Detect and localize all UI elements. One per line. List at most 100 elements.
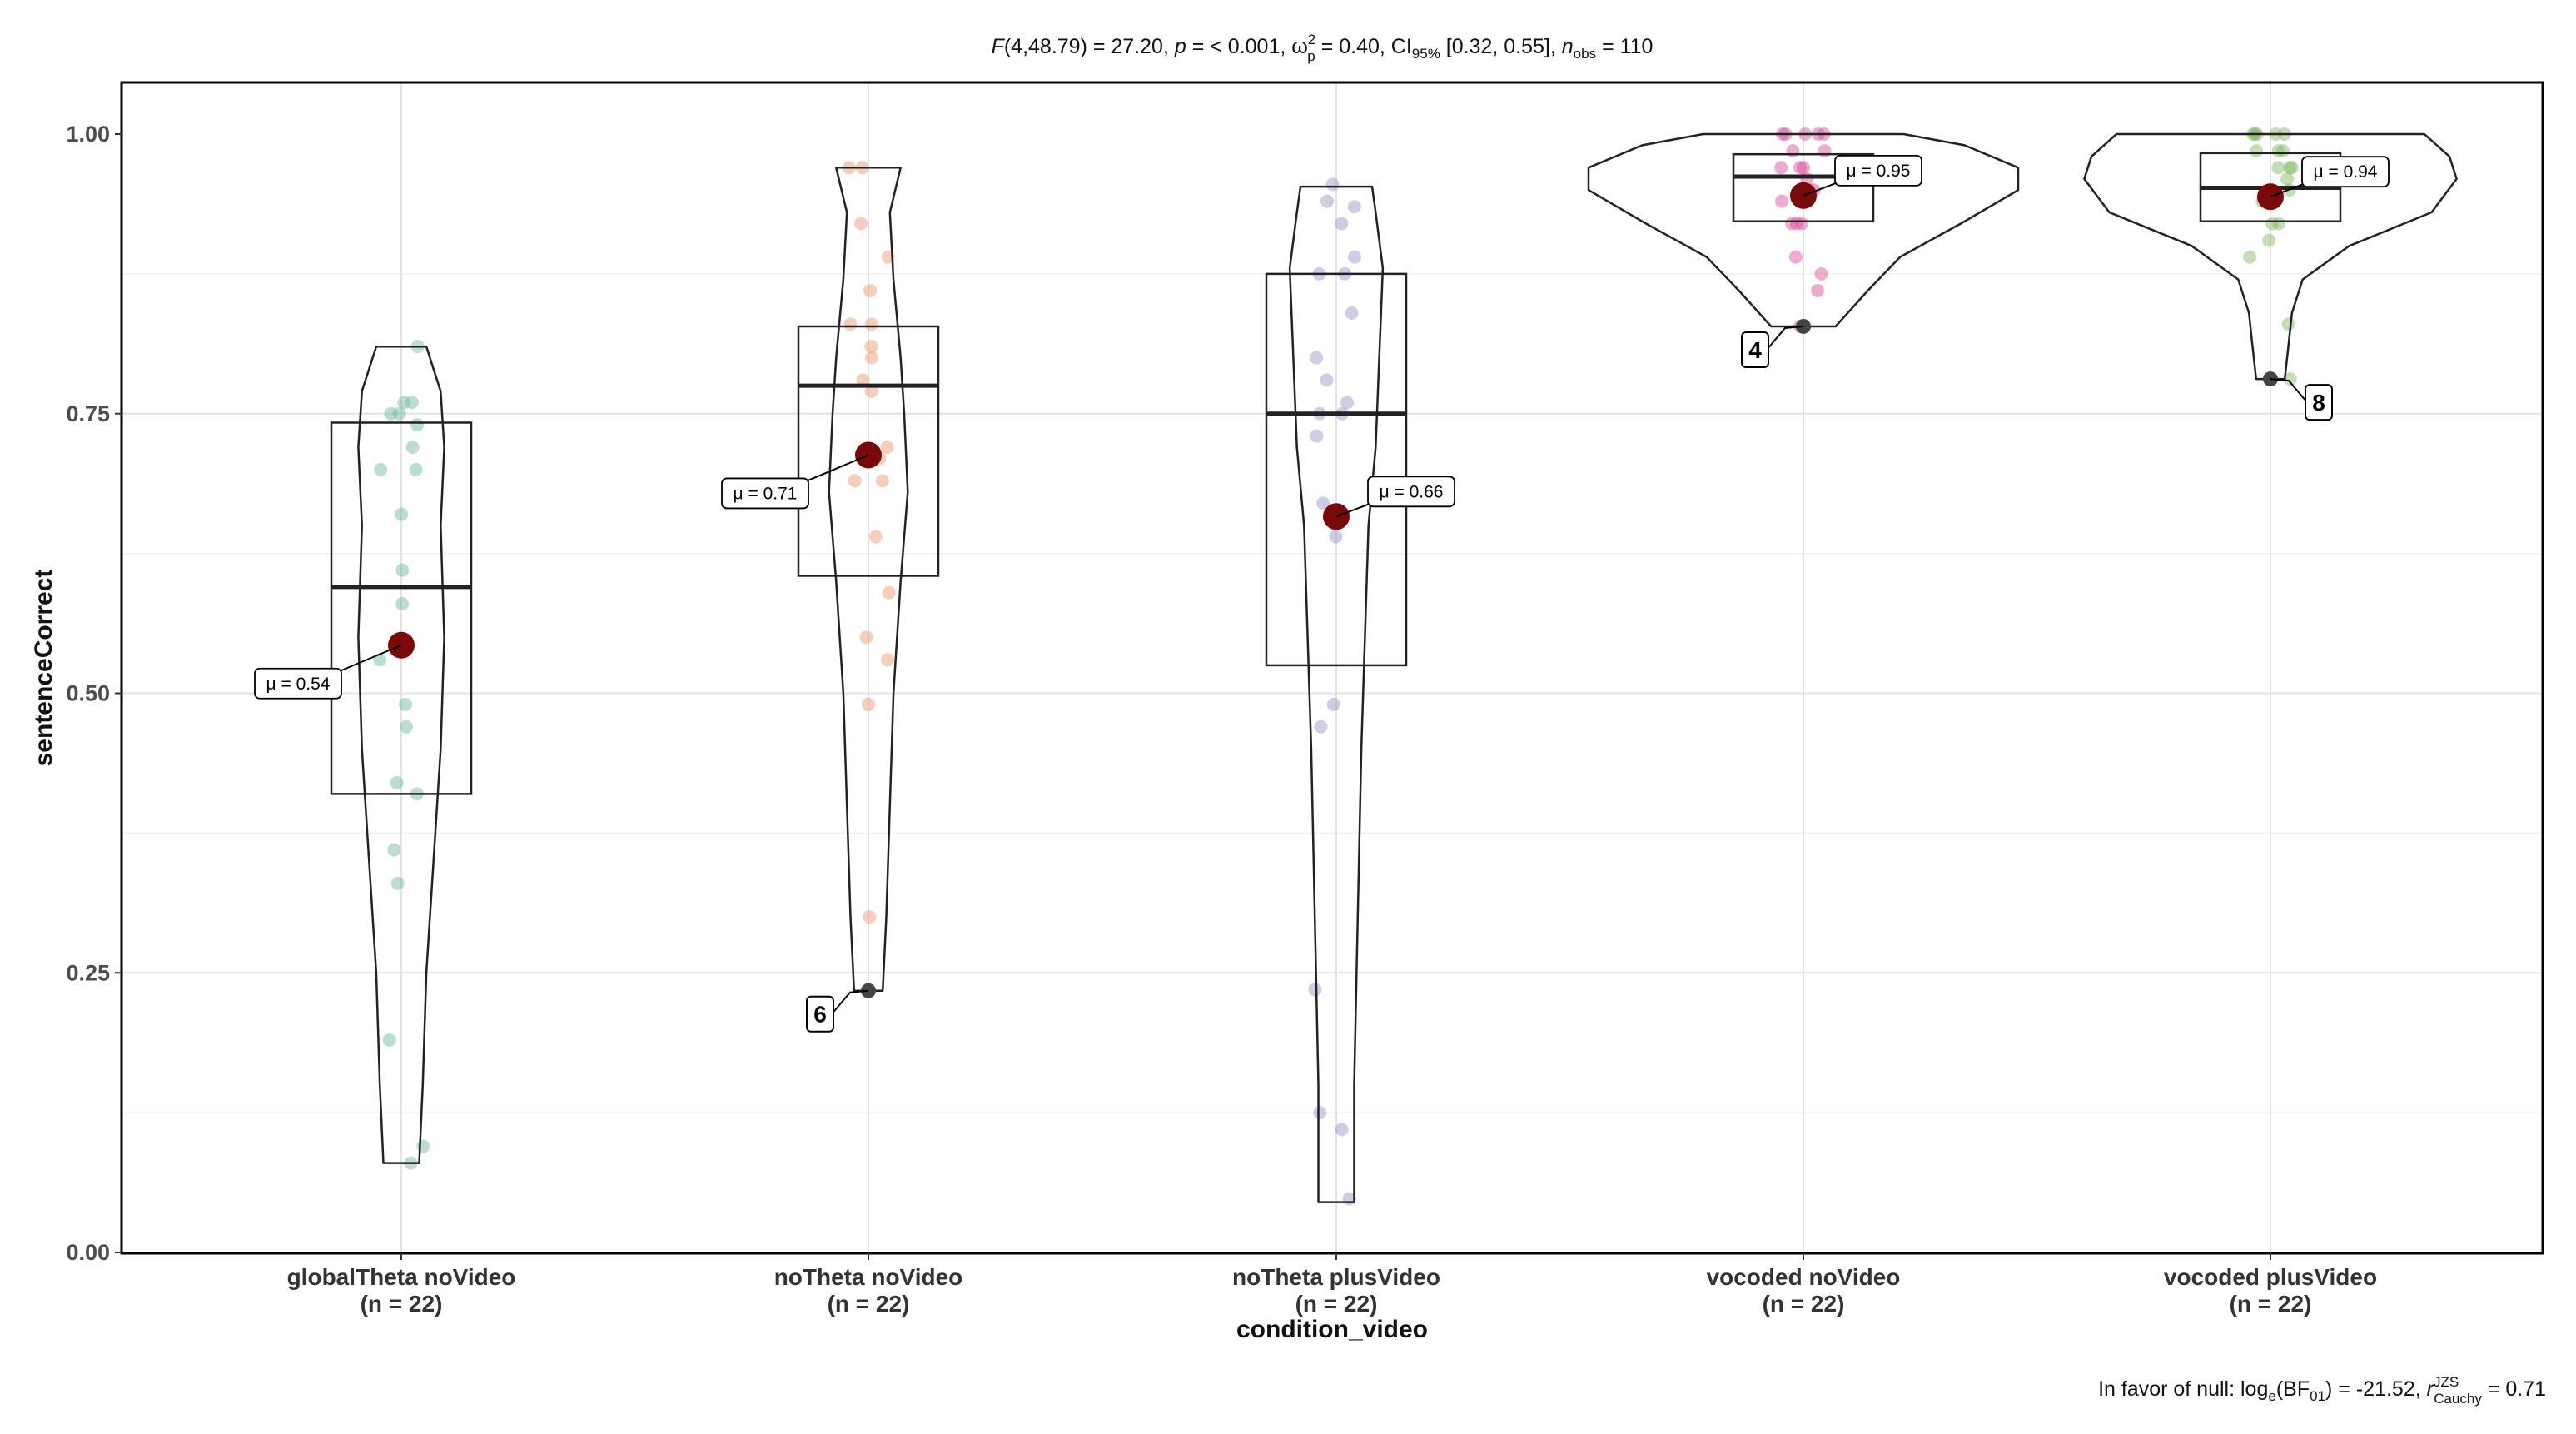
data-point [1786,144,1800,158]
plot-panel-border [120,81,2544,1255]
data-point [864,317,878,331]
x-tick-n-label: (n = 22) [2230,1291,2312,1317]
data-point [2271,161,2285,175]
data-point [1795,217,1809,231]
x-tick-label: noTheta noVideo [774,1264,963,1290]
data-point [864,384,878,398]
data-point [390,876,405,890]
data-point [384,406,398,421]
data-point [875,474,889,488]
data-point [2276,144,2290,158]
violin [2083,132,2458,381]
outlier-label: 4 [1748,337,1762,363]
data-point [1329,530,1343,544]
box [330,421,473,795]
x-tick-label: globalTheta noVideo [287,1264,516,1290]
data-point [854,217,868,231]
data-point [2283,161,2297,175]
data-point [1818,144,1832,158]
data-point [398,697,412,711]
data-point [1796,161,1810,175]
data-point [1308,983,1322,997]
data-point [405,441,420,455]
mean-label-box [2301,156,2390,188]
data-point [395,563,410,577]
data-point [2280,172,2295,186]
mean-label: μ = 0.54 [266,675,331,694]
data-point [1789,217,1803,231]
data-point [1785,217,1799,231]
data-point [395,507,409,521]
data-point [863,284,878,298]
y-axis-title: sentenceCorrect [30,570,57,767]
mean-label-box [254,667,342,700]
data-point [2265,217,2280,231]
data-point [405,396,419,410]
data-point [1814,266,1828,281]
data-point [864,340,878,354]
x-tick-n-label: (n = 22) [361,1291,443,1317]
outlier-label-box [2305,384,2333,421]
y-tick-label: 1.00 [66,122,110,147]
data-point [397,396,411,410]
mean-label-box [1834,154,1922,187]
data-point [2285,161,2299,175]
mean-label: μ = 0.71 [734,484,798,503]
outlier-leader [1766,326,1804,351]
outlier-leader [2270,378,2308,403]
mean-label-box [1367,476,1455,508]
data-point [1347,200,1361,214]
data-point [1340,396,1355,410]
violin [1288,185,1385,1203]
outlier-label-box [806,995,834,1033]
data-point [1793,161,1808,175]
data-point [1335,217,1349,231]
mean-leader [804,454,869,483]
data-point [848,474,862,488]
data-point [1326,697,1340,711]
chart-subtitle: F(4,48.79) = 27.20, p = < 0.001, ω2 p = 0… [992,32,1654,64]
outlier-label: 6 [813,1002,827,1028]
data-point [1310,429,1324,443]
mean-label-box [721,477,809,510]
data-point [880,653,894,667]
data-point [859,630,873,645]
data-point [400,719,414,734]
data-point [416,1139,430,1153]
data-point [1788,250,1803,264]
mean-label: μ = 0.66 [1380,482,1444,501]
data-point [1313,1106,1327,1120]
data-point [2281,317,2295,331]
x-tick-label: noTheta plusVideo [1232,1264,1440,1290]
data-point [1811,284,1825,298]
data-point [2271,217,2285,231]
data-point [395,597,410,611]
data-point [1345,306,1359,320]
data-point [382,1033,396,1047]
y-tick-label: 0.25 [66,960,110,985]
violin [828,167,909,992]
data-point [1316,496,1330,510]
y-tick-label: 0.75 [66,401,110,426]
data-point [865,351,879,365]
data-point [1320,194,1335,208]
data-point [1335,1123,1349,1137]
mean-leader [2270,182,2306,198]
data-point [1325,177,1340,192]
data-point [843,317,858,331]
plot-background [122,82,2543,1253]
data-point [1320,373,1334,387]
mean-leader [337,644,402,673]
data-point [1314,719,1328,734]
x-tick-label: vocoded plusVideo [2164,1264,2377,1290]
outlier-label-box [1741,331,1769,368]
data-point [1347,250,1361,264]
x-tick-n-label: (n = 22) [1295,1291,1378,1317]
box [1265,272,1408,667]
mean-leader [1803,181,1839,197]
data-point [2262,233,2276,247]
chart-marks: μ = 0.54 6 μ = 0.71 μ = 0.66 4 μ = 0.95 8 μ = 0… [254,127,2458,1206]
y-tick-label: 0.00 [66,1240,110,1265]
violin [357,345,445,1164]
